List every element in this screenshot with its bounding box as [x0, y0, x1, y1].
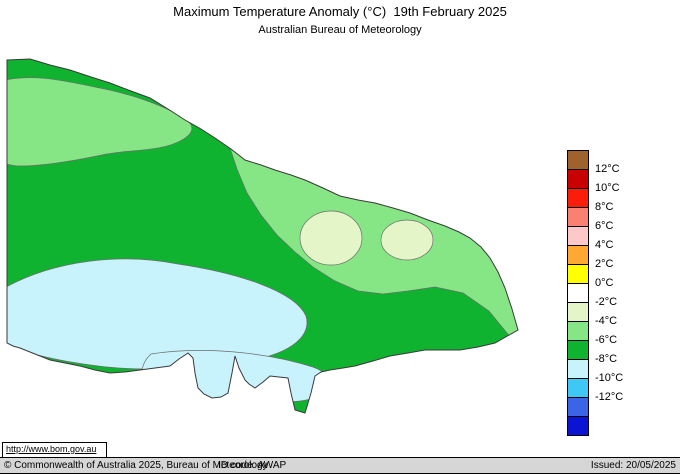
- legend-cell: [567, 416, 589, 436]
- legend-cell: [567, 283, 589, 303]
- legend-cell: [567, 321, 589, 341]
- legend-label: 10°C: [595, 182, 620, 194]
- legend-cell: [567, 302, 589, 322]
- copyright-text: © Commonwealth of Australia 2025, Bureau…: [4, 460, 268, 471]
- legend-label: -8°C: [595, 353, 618, 365]
- page-title: Maximum Temperature Anomaly (°C) 19th Fe…: [173, 4, 507, 19]
- region-pale-cyan-main: [7, 258, 308, 370]
- legend-cell: [567, 226, 589, 246]
- legend-label: -10°C: [595, 372, 624, 384]
- legend-label: 8°C: [595, 201, 614, 213]
- legend-label: -12°C: [595, 391, 624, 403]
- region-light-green-northwest: [7, 77, 193, 167]
- legend-label: -2°C: [595, 296, 618, 308]
- legend-label: 2°C: [595, 258, 614, 270]
- bom-url-link[interactable]: http://www.bom.gov.au: [6, 444, 97, 454]
- legend-label: 0°C: [595, 277, 614, 289]
- footer-bar: © Commonwealth of Australia 2025, Bureau…: [0, 457, 680, 474]
- legend-cell: [567, 340, 589, 360]
- legend-label: -6°C: [595, 334, 618, 346]
- bom-url-box: http://www.bom.gov.au: [2, 442, 108, 458]
- legend-cell: [567, 397, 589, 417]
- legend-cells: [567, 150, 589, 436]
- victoria-map: [6, 58, 519, 414]
- issued-text: Issued: 20/05/2025: [590, 460, 676, 471]
- state-border: [6, 58, 519, 414]
- legend-cell: [567, 264, 589, 284]
- page-subtitle: Australian Bureau of Meteorology: [258, 24, 422, 36]
- legend-label: 12°C: [595, 163, 620, 175]
- id-code-text: ID code: AWAP: [218, 460, 287, 471]
- legend-label: -4°C: [595, 315, 618, 327]
- legend-label: 6°C: [595, 220, 614, 232]
- legend-cell: [567, 169, 589, 189]
- legend-label: 4°C: [595, 239, 614, 251]
- legend-cell: [567, 207, 589, 227]
- legend-cell: [567, 150, 589, 170]
- legend-cell: [567, 378, 589, 398]
- region-pale-green-patch-2: [380, 219, 434, 261]
- legend-cell: [567, 359, 589, 379]
- region-pale-green-patch-1: [299, 210, 363, 266]
- legend-cell: [567, 245, 589, 265]
- legend-cell: [567, 188, 589, 208]
- legend: 12°C 10°C 8°C 6°C 4°C 2°C 0°C -2°C -4°C -6°C -8°C -…: [567, 150, 623, 436]
